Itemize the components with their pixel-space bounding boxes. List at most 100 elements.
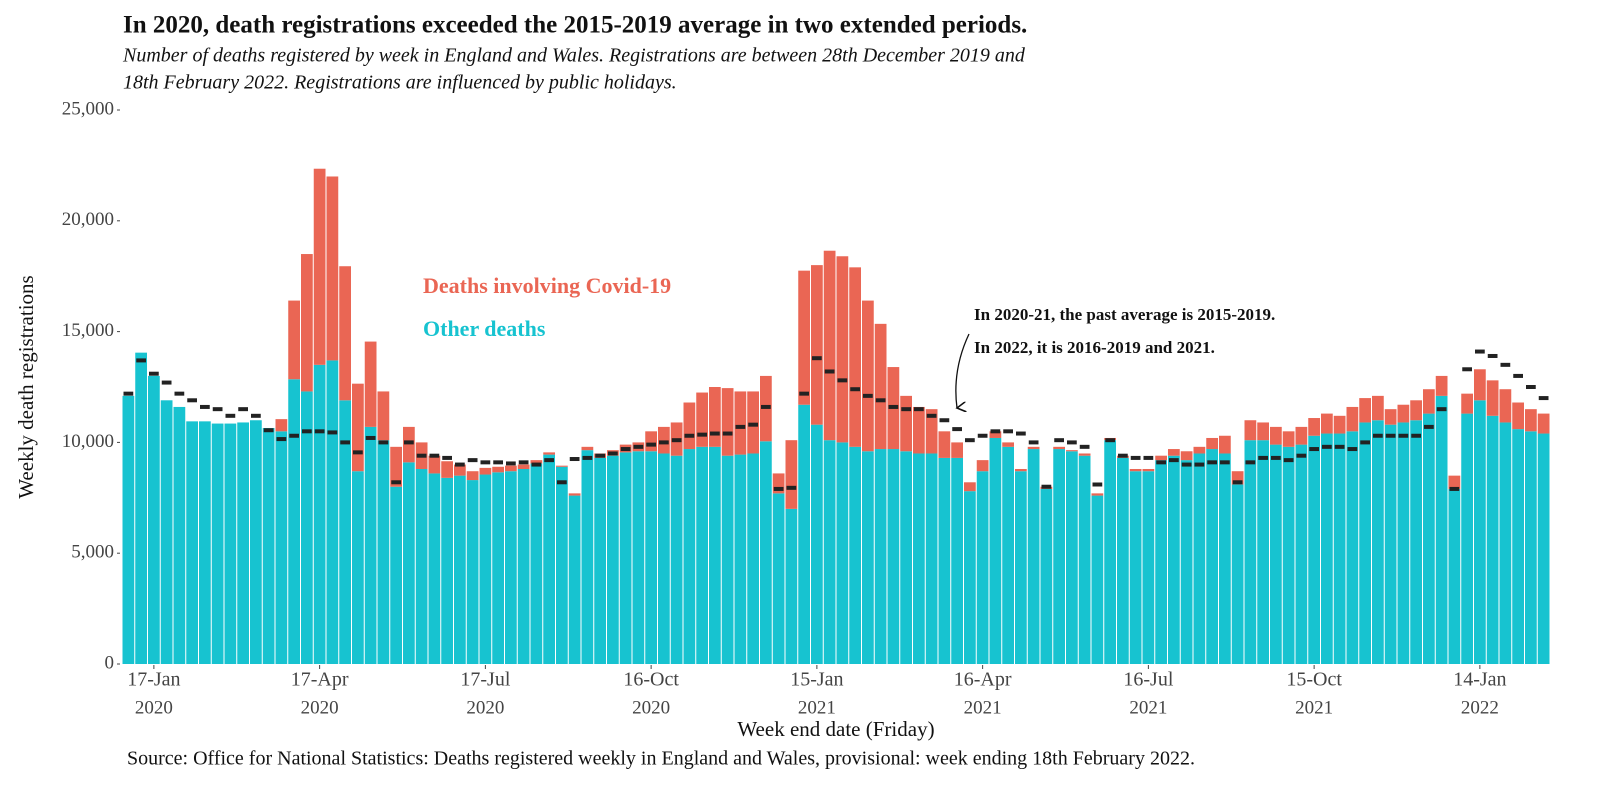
x-tick-label: 2021 <box>1295 697 1333 718</box>
bar-segment <box>492 472 504 664</box>
bar-segment <box>1512 402 1524 430</box>
bar-segment <box>938 457 951 664</box>
bar-segment <box>874 449 887 664</box>
bar-segment <box>122 395 135 664</box>
average-marker <box>1271 455 1281 460</box>
bar-segment <box>964 482 976 492</box>
bar-segment <box>466 480 479 664</box>
average-marker <box>1475 349 1485 354</box>
bar-segment <box>288 379 300 664</box>
bar-segment <box>556 465 568 467</box>
bar-segment <box>594 457 606 664</box>
bar-segment <box>1499 422 1512 664</box>
bar-segment <box>377 391 390 441</box>
bar-segment <box>250 420 262 664</box>
bar-segment <box>785 440 798 509</box>
bar-segment <box>390 446 402 487</box>
x-tick-label: 2020 <box>301 697 339 718</box>
y-tick-label: 20,000 <box>62 209 114 230</box>
series-label: Other deaths <box>423 316 546 341</box>
average-marker <box>965 438 975 443</box>
bar-segment <box>1091 493 1104 496</box>
average-marker <box>174 391 185 396</box>
average-marker <box>1092 482 1103 487</box>
bar-segment <box>568 495 581 664</box>
bar-segment <box>887 449 900 664</box>
bar-segment <box>1168 449 1180 456</box>
average-marker <box>314 429 325 434</box>
average-marker <box>595 453 605 458</box>
bar-segment <box>1040 488 1053 664</box>
bar-segment <box>734 454 747 664</box>
bar-segment <box>1193 446 1206 454</box>
x-tick-label: 2020 <box>135 697 173 718</box>
bar-segment <box>1002 442 1014 447</box>
bar-segment <box>479 467 492 475</box>
bar-segment <box>1231 471 1244 485</box>
bar-segment <box>658 426 670 454</box>
bar-segment <box>364 341 377 427</box>
bar-segment <box>364 426 377 664</box>
bar-segment <box>1168 455 1180 664</box>
bar-segment <box>1321 413 1333 434</box>
bar-segment <box>1384 424 1397 664</box>
bar-segment <box>339 400 351 664</box>
average-marker <box>990 429 1001 434</box>
bar-segment <box>658 453 670 664</box>
bar-segment <box>1486 415 1499 664</box>
x-tick-label: 15-Oct <box>1286 669 1342 691</box>
bar-segment <box>849 267 861 447</box>
bar-segment <box>505 471 517 664</box>
bar-segment <box>760 441 772 664</box>
x-tick-label: 17-Jul <box>460 669 510 691</box>
average-marker <box>824 369 835 374</box>
average-marker <box>1436 407 1447 412</box>
average-marker <box>200 404 210 409</box>
average-marker <box>225 413 236 418</box>
x-tick-label: 14-Jan <box>1453 669 1506 691</box>
bar-segment <box>1448 475 1461 489</box>
average-marker <box>1232 480 1243 485</box>
bar-segment <box>1129 468 1142 472</box>
average-marker <box>161 380 172 385</box>
average-marker <box>977 433 988 438</box>
average-marker <box>1130 455 1141 460</box>
bar-segment <box>1308 418 1320 436</box>
average-marker <box>531 462 542 467</box>
average-marker <box>1322 444 1332 449</box>
average-marker <box>1360 440 1370 445</box>
bar-segment <box>479 474 492 664</box>
average-marker <box>480 460 491 465</box>
bar-segment <box>1397 422 1410 664</box>
bar-segment <box>734 391 747 455</box>
bar-segment <box>1142 468 1155 472</box>
plot-area: 0 5,000 10,000 15,000 20,000 25,000 17-Jan 2020… <box>62 98 1550 718</box>
annotation-arrow <box>955 333 970 408</box>
bar-segment <box>721 455 734 664</box>
bar-segment <box>1015 471 1027 664</box>
chart-subtitle: 18th February 2022. Registrations are in… <box>123 72 677 94</box>
average-marker <box>378 440 389 445</box>
average-marker <box>416 453 427 458</box>
average-marker <box>1296 453 1307 458</box>
bar-segment <box>1002 446 1014 664</box>
average-marker <box>1424 424 1434 429</box>
bar-segment <box>747 453 759 664</box>
average-marker <box>1538 396 1549 401</box>
chart-subtitle: Number of deaths registered by week in E… <box>122 45 1026 67</box>
bar-segment <box>798 404 810 664</box>
bar-segment <box>517 468 530 664</box>
average-marker <box>926 413 937 418</box>
bar-segment <box>683 402 696 450</box>
average-marker <box>187 398 197 403</box>
average-marker <box>263 428 274 433</box>
average-marker <box>1283 458 1294 463</box>
bar-segment <box>976 471 989 664</box>
average-marker <box>1245 460 1256 465</box>
annotation: In 2020-21, the past average is 2015-201… <box>974 305 1275 324</box>
bar-segment <box>1231 484 1244 664</box>
average-marker <box>952 427 962 432</box>
bar-segment <box>1155 455 1167 461</box>
bar-segment <box>989 431 1002 438</box>
